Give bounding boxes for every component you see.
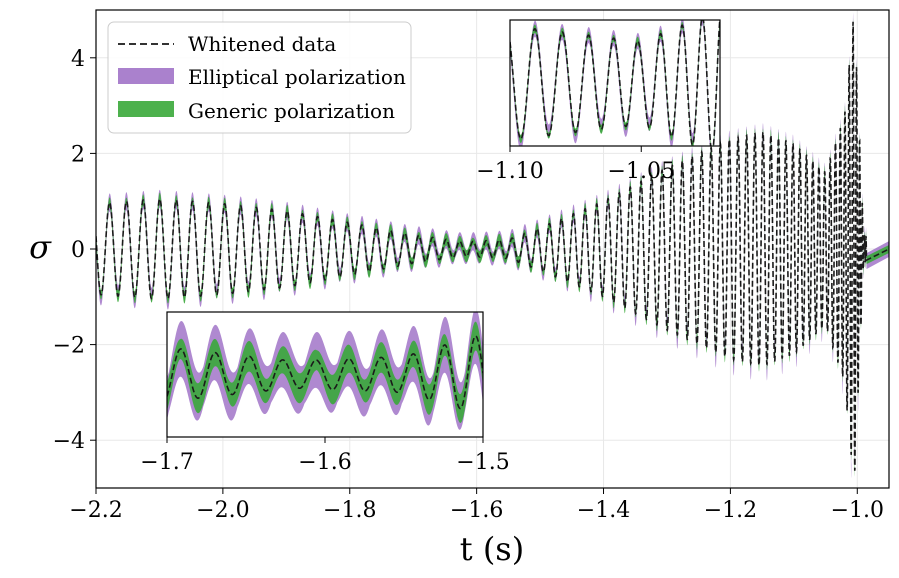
main-waveform bbox=[96, 12, 889, 479]
x-axis: −2.2 −2.0 −1.8 −1.6 −1.4 −1.2 −1.0 bbox=[69, 488, 884, 523]
y-tick-label: 0 bbox=[71, 238, 85, 263]
x-tick-label: −1.2 bbox=[704, 498, 757, 523]
legend-generic-label: Generic polarization bbox=[188, 99, 395, 123]
y-tick-label: 2 bbox=[71, 142, 85, 167]
legend-generic-swatch bbox=[118, 101, 174, 117]
y-axis: −4 −2 0 2 4 bbox=[53, 47, 96, 454]
x-tick-label: −1.6 bbox=[450, 498, 503, 523]
x-tick-label: −1.8 bbox=[323, 498, 376, 523]
x-tick-label: −2.2 bbox=[69, 498, 122, 523]
whitened-data-line bbox=[167, 335, 483, 410]
legend: Whitened data Elliptical polarization Ge… bbox=[107, 21, 412, 134]
inset-left-tick-label: −1.7 bbox=[140, 450, 193, 475]
inset-right: −1.10 −1.05 bbox=[476, 19, 721, 184]
y-tick-label: −4 bbox=[53, 429, 85, 454]
y-tick-label: 4 bbox=[71, 47, 85, 72]
whitened-data-line bbox=[510, 20, 720, 146]
legend-elliptical-swatch bbox=[118, 68, 174, 84]
legend-elliptical-label: Elliptical polarization bbox=[188, 65, 406, 89]
inset-left-tick-label: −1.6 bbox=[298, 450, 351, 475]
inset-left-tick-label: −1.5 bbox=[456, 450, 509, 475]
x-tick-label: −1.0 bbox=[831, 498, 884, 523]
x-tick-label: −1.4 bbox=[577, 498, 630, 523]
x-axis-label: t (s) bbox=[460, 530, 524, 568]
inset-left: −1.7 −1.6 −1.5 bbox=[140, 311, 510, 475]
whitened-data-line bbox=[96, 21, 889, 471]
y-tick-label: −2 bbox=[53, 334, 85, 359]
x-tick-label: −2.0 bbox=[196, 498, 249, 523]
generic-band bbox=[167, 321, 483, 423]
legend-whitened-label: Whitened data bbox=[188, 32, 336, 56]
inset-right-tick-label: −1.10 bbox=[476, 159, 543, 184]
inset-right-tick-label: −1.05 bbox=[608, 159, 675, 184]
y-axis-label: σ bbox=[29, 228, 52, 266]
